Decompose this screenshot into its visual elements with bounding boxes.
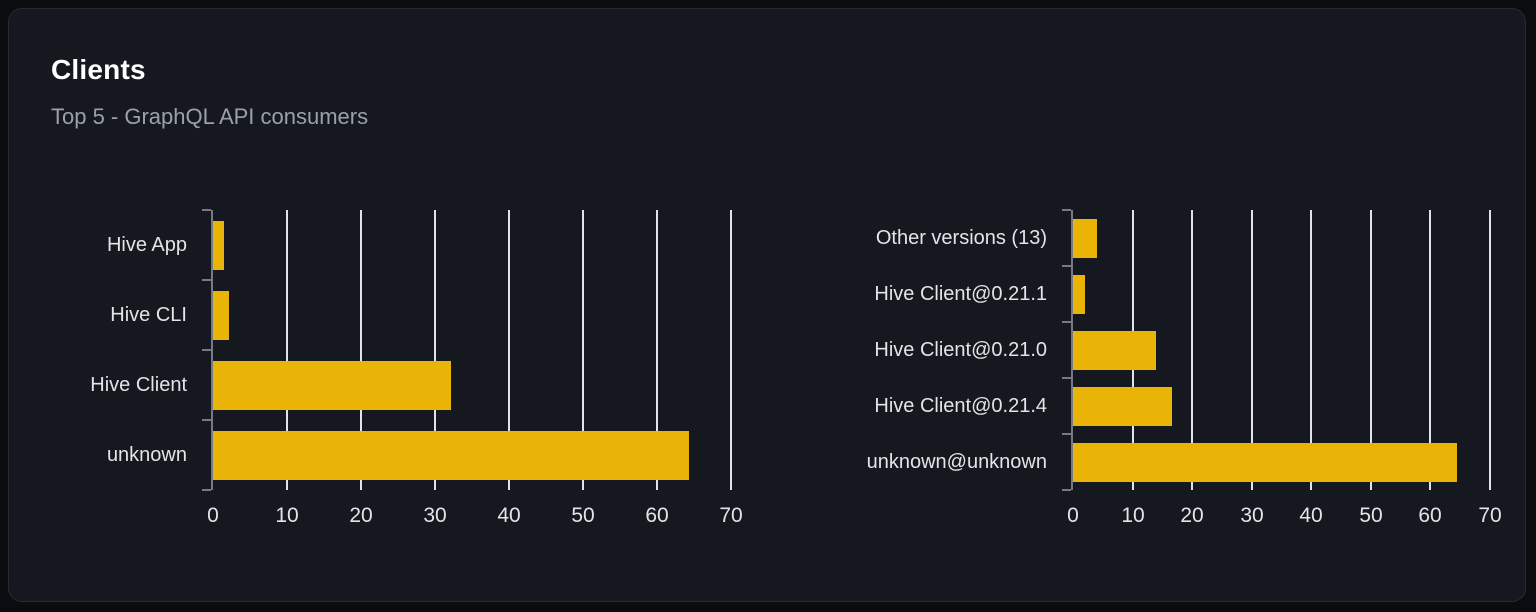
y-axis-label: Hive CLI: [110, 304, 187, 326]
y-axis-tick: [202, 349, 211, 351]
x-gridline: [582, 210, 584, 490]
y-axis-tick: [202, 489, 211, 491]
x-axis-tick-label: 40: [497, 504, 521, 527]
card-subtitle: Top 5 - GraphQL API consumers: [51, 104, 369, 129]
x-gridline: [1369, 210, 1372, 490]
y-axis-tick: [202, 209, 211, 211]
y-axis-tick: [1062, 433, 1071, 435]
y-axis-line: [211, 210, 213, 490]
x-gridline: [286, 210, 288, 490]
x-gridline: [360, 210, 362, 490]
clients-card: Clients Top 5 - GraphQL API consumers: [8, 8, 1526, 602]
bar: [213, 431, 689, 480]
x-gridline: [1191, 210, 1194, 490]
y-axis-label: Hive Client@0.21.1: [874, 283, 1047, 305]
x-axis-tick-label: 70: [719, 504, 743, 527]
x-axis-tick-label: 10: [275, 504, 299, 527]
y-axis-tick: [1062, 377, 1071, 379]
bar: [213, 221, 224, 270]
card-title: Clients: [51, 54, 146, 85]
bar: [1073, 219, 1097, 258]
y-axis-label: Hive Client: [90, 374, 187, 396]
y-axis-label: Other versions (13): [875, 227, 1047, 249]
x-axis-tick-label: 0: [207, 504, 219, 527]
y-axis-label: unknown@unknown: [866, 451, 1047, 473]
x-axis-tick-label: 20: [349, 504, 373, 527]
x-gridline: [1429, 210, 1432, 490]
x-axis-tick-label: 10: [1121, 504, 1145, 527]
y-axis-tick: [1062, 265, 1071, 267]
x-axis-tick-label: 50: [1359, 504, 1383, 527]
x-axis-tick-label: 30: [423, 504, 447, 527]
bar: [1073, 443, 1457, 482]
x-gridline: [1310, 210, 1313, 490]
x-axis-tick-label: 0: [1067, 504, 1079, 527]
y-axis-label: unknown: [106, 444, 187, 466]
x-gridline: [1489, 210, 1491, 490]
y-axis-line: [1071, 210, 1073, 490]
y-axis-tick: [1062, 489, 1071, 491]
x-axis-tick-label: 60: [645, 504, 669, 527]
y-axis-tick: [202, 279, 211, 281]
x-gridline: [730, 210, 732, 490]
bar: [1073, 275, 1085, 314]
x-axis-tick-label: 20: [1180, 504, 1204, 527]
y-axis-label: Hive App: [106, 234, 187, 256]
bar: [213, 291, 229, 340]
x-axis-tick-label: 30: [1240, 504, 1264, 527]
x-axis-tick-label: 40: [1299, 504, 1323, 527]
x-axis-tick-label: 70: [1478, 504, 1502, 527]
x-axis-tick-label: 50: [571, 504, 595, 527]
bar: [1073, 331, 1156, 370]
x-axis-tick-label: 60: [1418, 504, 1442, 527]
x-gridline: [434, 210, 436, 490]
x-gridline: [508, 210, 510, 490]
bar: [1073, 387, 1172, 426]
y-axis-tick: [202, 419, 211, 421]
y-axis-label: Hive Client@0.21.0: [874, 339, 1047, 361]
y-axis-tick: [1062, 209, 1071, 211]
y-axis-tick: [1062, 321, 1071, 323]
x-gridline: [1250, 210, 1253, 490]
bar: [213, 361, 451, 410]
x-gridline: [656, 210, 658, 490]
y-axis-label: Hive Client@0.21.4: [874, 395, 1047, 417]
